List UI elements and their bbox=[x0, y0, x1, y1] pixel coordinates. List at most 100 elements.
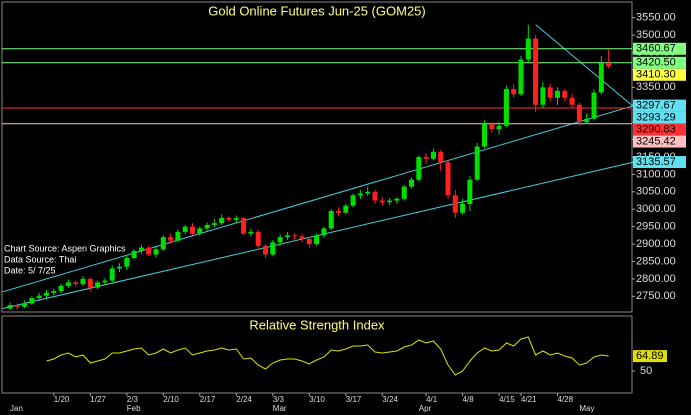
candle-body bbox=[175, 231, 181, 241]
candle-body bbox=[14, 305, 20, 307]
price-label: 3460.67 bbox=[636, 43, 676, 55]
candle-body bbox=[65, 282, 71, 286]
candle-body bbox=[233, 217, 239, 220]
candle-body bbox=[241, 217, 247, 234]
candle-body bbox=[365, 191, 371, 194]
candle-body bbox=[270, 242, 276, 255]
candle-body bbox=[511, 89, 517, 95]
x-tick-label: 2/24 bbox=[236, 395, 252, 404]
candle-body bbox=[80, 278, 86, 285]
candle-body bbox=[416, 157, 422, 180]
candle-body bbox=[131, 251, 137, 259]
candle-body bbox=[430, 151, 436, 159]
candle-body bbox=[598, 62, 604, 93]
y-tick-label: 3050.00 bbox=[636, 186, 676, 198]
candle-body bbox=[51, 291, 57, 293]
candle-body bbox=[438, 151, 444, 163]
candle-body bbox=[211, 223, 217, 225]
y-tick-label: 2850.00 bbox=[636, 255, 676, 267]
candle-body bbox=[226, 217, 232, 220]
price-label-box bbox=[633, 99, 686, 112]
candle-body bbox=[576, 104, 582, 123]
candle-body bbox=[58, 285, 64, 292]
note: Data Source: Thai bbox=[4, 254, 76, 264]
last-value-label: 64.89 bbox=[636, 350, 664, 362]
month-label: Jan bbox=[10, 404, 23, 413]
candle-body bbox=[401, 186, 407, 199]
note: Date: 5/ 7/25 bbox=[4, 265, 56, 275]
candle-body bbox=[277, 237, 283, 243]
candle-body bbox=[182, 226, 188, 232]
candle-body bbox=[306, 238, 312, 245]
price-label: 3293.29 bbox=[636, 111, 676, 123]
candle-body bbox=[146, 247, 152, 255]
x-tick-label: 2/3 bbox=[127, 395, 139, 404]
x-tick-label: 4/15 bbox=[499, 395, 515, 404]
x-tick-label: 4/8 bbox=[463, 395, 475, 404]
candle-body bbox=[284, 235, 290, 238]
candle-body bbox=[138, 247, 144, 252]
candle-body bbox=[314, 235, 320, 245]
x-tick-label: 1/20 bbox=[54, 395, 70, 404]
rsi-panel bbox=[1, 315, 633, 394]
y-tick-label: 2900.00 bbox=[636, 238, 676, 250]
candle-body bbox=[22, 303, 28, 307]
x-tick-label: 3/10 bbox=[309, 395, 325, 404]
candle-body bbox=[591, 92, 597, 119]
candle-body bbox=[153, 249, 159, 255]
candle-body bbox=[518, 59, 524, 95]
candle-body bbox=[87, 278, 93, 288]
y-tick-label: 3350.00 bbox=[636, 81, 676, 93]
candle-body bbox=[204, 224, 210, 229]
price-label: 3420.50 bbox=[636, 57, 676, 69]
x-tick-label: 4/21 bbox=[521, 395, 537, 404]
candle-body bbox=[482, 123, 487, 147]
candle-body bbox=[372, 191, 378, 201]
candle-body bbox=[409, 179, 414, 187]
candle-body bbox=[547, 87, 553, 98]
candle-body bbox=[160, 237, 166, 250]
candle-body bbox=[7, 305, 13, 309]
candle-body bbox=[569, 97, 575, 105]
candle-body bbox=[102, 280, 108, 283]
month-label: Mar bbox=[273, 404, 287, 413]
month-label: Apr bbox=[419, 404, 432, 413]
candle-body bbox=[255, 231, 261, 246]
candle-body bbox=[168, 237, 174, 241]
y-tick-label: 3550.00 bbox=[636, 12, 676, 24]
candle-body bbox=[460, 204, 466, 213]
trendline bbox=[2, 105, 635, 293]
price-label-box bbox=[633, 111, 686, 124]
x-tick-label: 2/10 bbox=[163, 395, 179, 404]
y-tick-label: 3100.00 bbox=[636, 168, 676, 180]
candle-body bbox=[44, 292, 49, 296]
y-tick-label: 2750.00 bbox=[636, 290, 676, 302]
price-label-box bbox=[633, 42, 686, 55]
candle-body bbox=[584, 118, 590, 123]
month-label: Feb bbox=[127, 404, 141, 413]
price-label-box bbox=[633, 68, 686, 81]
x-tick-label: 4/1 bbox=[426, 395, 438, 404]
price-label: 3245.42 bbox=[636, 135, 676, 147]
candle-body bbox=[328, 210, 334, 229]
candle-body bbox=[190, 226, 195, 234]
rsi-line bbox=[46, 336, 609, 376]
y-tick-label: 2950.00 bbox=[636, 221, 676, 233]
last-value-box bbox=[633, 350, 667, 363]
candle-body bbox=[562, 90, 568, 98]
candle-body bbox=[606, 62, 612, 67]
price-label-box bbox=[633, 135, 686, 148]
candle-body bbox=[36, 295, 42, 299]
candle-body bbox=[117, 266, 122, 269]
candle-body bbox=[299, 236, 305, 239]
candle-body bbox=[379, 200, 385, 203]
y-tick-label: 50 bbox=[640, 365, 652, 377]
candle-body bbox=[109, 268, 115, 281]
price-label: 3290.83 bbox=[636, 123, 676, 135]
chart-title: Gold Online Futures Jun-25 (GOM25) bbox=[208, 3, 425, 18]
candle-body bbox=[321, 228, 327, 236]
candle-body bbox=[350, 195, 356, 206]
candle-body bbox=[219, 217, 225, 224]
y-tick-label: 3000.00 bbox=[636, 203, 676, 215]
